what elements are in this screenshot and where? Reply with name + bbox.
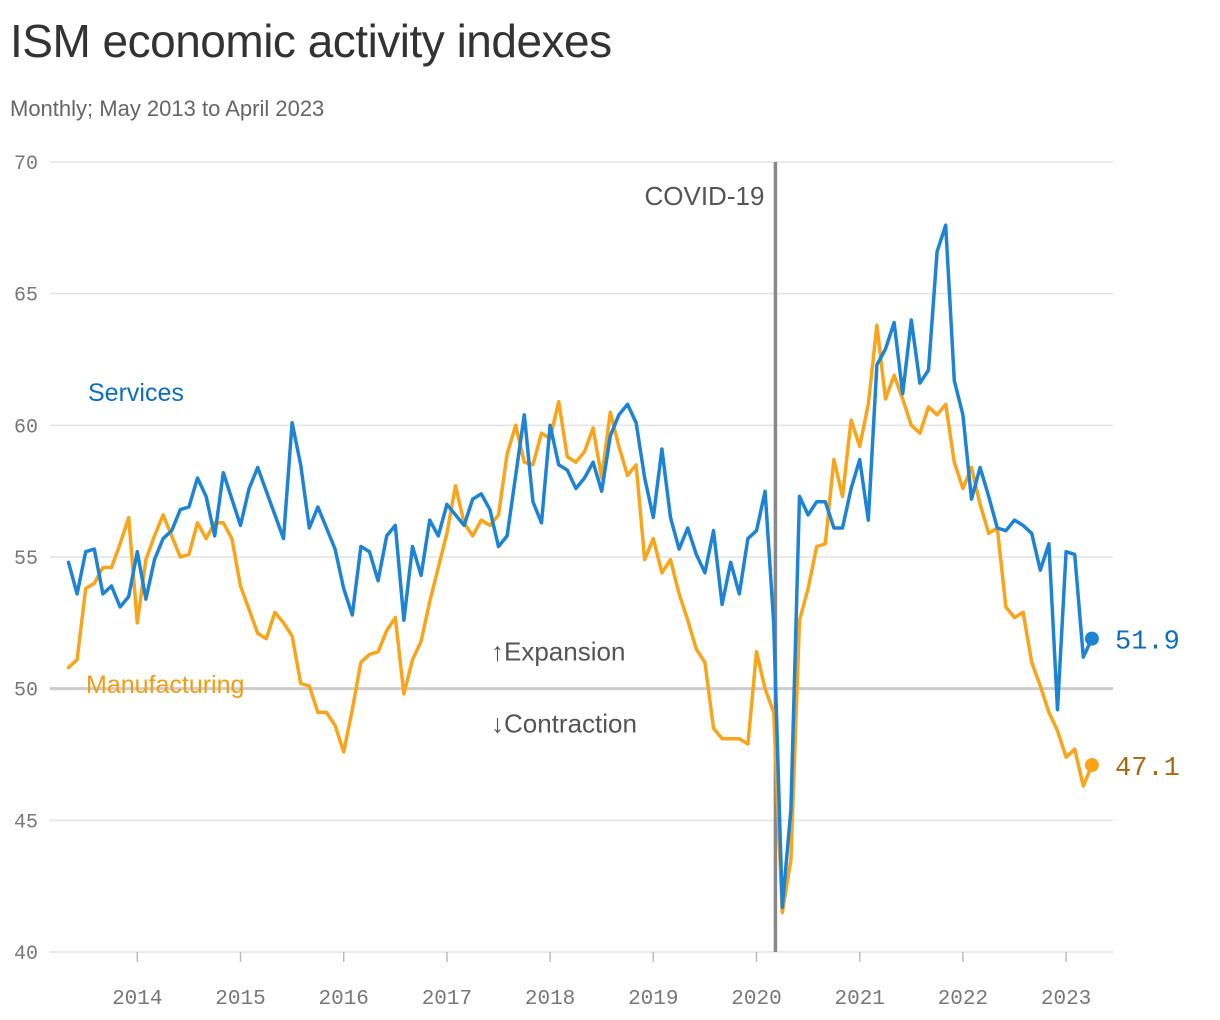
y-tick-label: 45: [14, 811, 38, 834]
x-tick-label: 2022: [938, 988, 988, 1011]
y-tick-label: 50: [14, 680, 38, 703]
services-series-label: Services: [88, 379, 184, 407]
x-tick-label: 2018: [525, 988, 575, 1011]
x-tick-label: 2019: [628, 988, 678, 1011]
services-line: [66, 223, 1094, 909]
y-tick-label: 70: [14, 153, 38, 176]
y-axis-ticks: 40 45 50 55 60 65 70: [14, 153, 38, 966]
x-tick-label: 2021: [834, 988, 884, 1011]
chart-subtitle: Monthly; May 2013 to April 2023: [10, 96, 325, 121]
services-end-dot: [1084, 631, 1099, 646]
gridlines: [50, 161, 1113, 953]
y-tick-label: 65: [14, 285, 38, 308]
manufacturing-end-value: 47.1: [1115, 754, 1180, 784]
manufacturing-line: [66, 323, 1094, 915]
expansion-label: ↑Expansion: [491, 637, 625, 667]
x-tick-label: 2023: [1041, 988, 1091, 1011]
x-tick-label: 2016: [318, 988, 368, 1011]
manufacturing-end-dot: [1084, 758, 1099, 773]
x-tick-label: 2020: [731, 988, 781, 1011]
x-axis-ticks: 2014 2015 2016 2017 2018 2019 2020 2021 2022 2023: [112, 952, 1091, 1011]
manufacturing-series-label: Manufacturing: [86, 671, 244, 699]
contraction-label: ↓Contraction: [491, 709, 637, 739]
covid-label: COVID-19: [644, 181, 764, 211]
series-lines: [66, 223, 1094, 915]
y-tick-label: 60: [14, 416, 38, 439]
x-tick-label: 2014: [112, 988, 162, 1011]
y-tick-label: 55: [14, 548, 38, 571]
chart-title: ISM economic activity indexes: [10, 15, 612, 67]
x-tick-label: 2017: [422, 988, 472, 1011]
services-end-value: 51.9: [1115, 628, 1180, 658]
x-tick-label: 2015: [215, 988, 265, 1011]
y-tick-label: 40: [14, 943, 38, 966]
